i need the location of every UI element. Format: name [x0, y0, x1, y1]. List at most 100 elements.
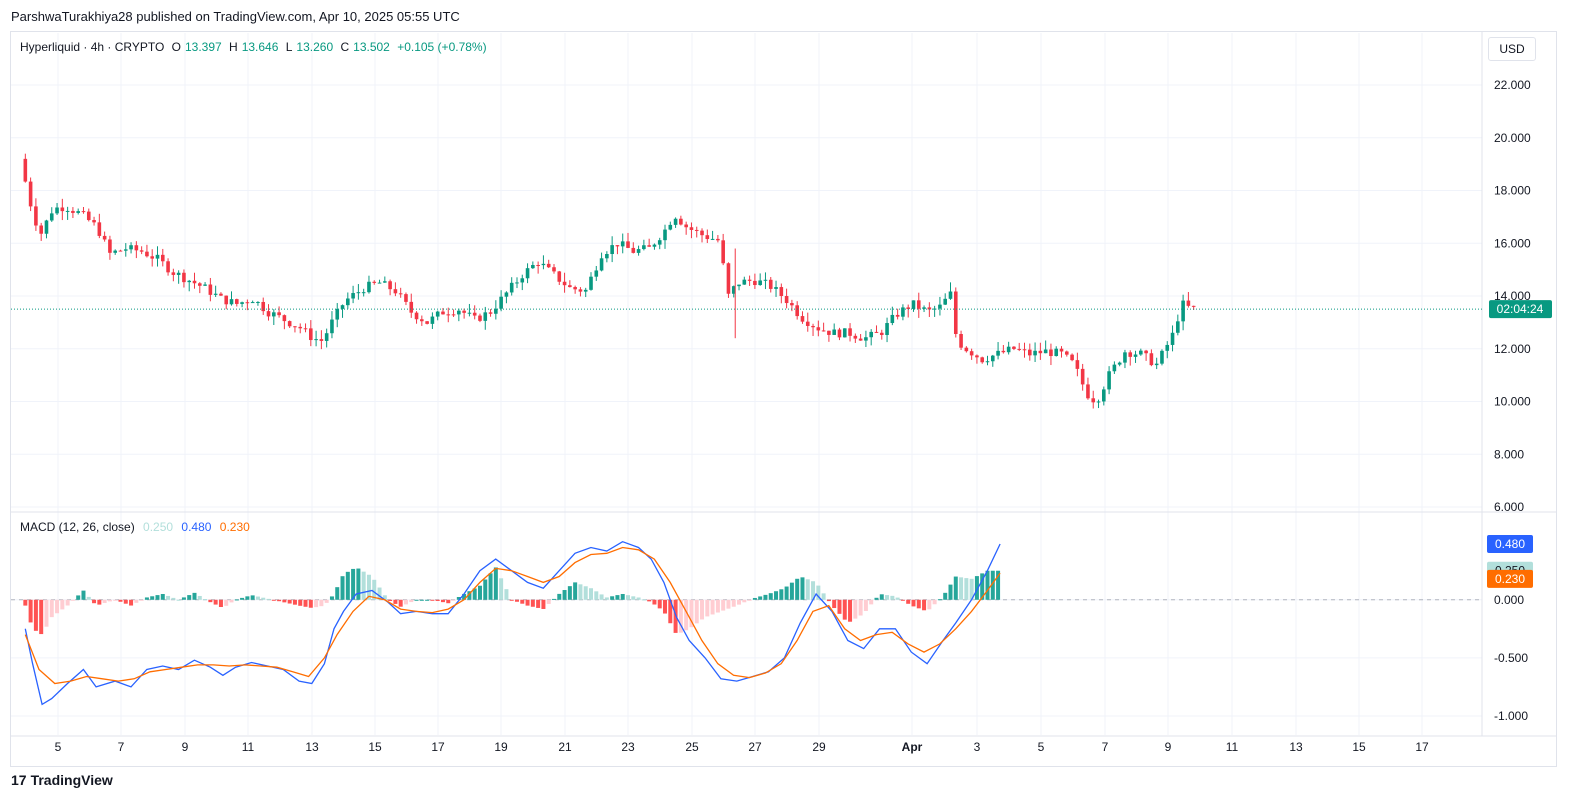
macd-histogram-bar — [335, 587, 340, 600]
candle-body — [467, 312, 472, 314]
candle-body — [515, 282, 519, 284]
chart-frame[interactable] — [10, 31, 1557, 767]
candle-body — [689, 227, 694, 230]
macd-histogram-bar — [92, 599, 97, 604]
candle-body — [626, 241, 630, 248]
macd-histogram-bar — [456, 597, 461, 600]
candle-body — [1022, 349, 1027, 351]
macd-histogram-bar — [245, 596, 250, 600]
candle-body — [1096, 401, 1101, 403]
macd-histogram-bar — [139, 599, 144, 601]
candle-body — [309, 328, 313, 341]
macd-histogram-bar — [858, 599, 863, 616]
macd-title[interactable]: MACD (12, 26, close) — [20, 520, 135, 534]
macd-histogram-bar — [504, 589, 509, 600]
candle-body — [853, 335, 858, 339]
candle-body — [864, 337, 868, 341]
macd-histogram-bar — [176, 599, 181, 601]
candle-body — [1070, 354, 1074, 361]
macd-histogram-bar — [409, 599, 414, 603]
candle-body — [245, 302, 250, 304]
macd-histogram-bar — [181, 597, 186, 600]
candle-body — [631, 247, 636, 253]
change-value: +0.105 (+0.78%) — [397, 40, 487, 54]
macd-histogram-bar — [916, 599, 921, 609]
candle-body — [393, 289, 398, 294]
macd-histogram-bar — [811, 581, 816, 600]
macd-histogram-bar — [879, 594, 884, 600]
candle-body — [964, 347, 969, 352]
candle-body — [768, 279, 773, 289]
candle-body — [541, 263, 546, 266]
candle-body — [192, 280, 197, 284]
candle-body — [472, 312, 477, 316]
macd-histogram-bar — [292, 599, 297, 605]
high-label: H — [229, 40, 238, 54]
macd-histogram-bar — [70, 599, 75, 601]
candle-body — [71, 210, 75, 213]
macd-histogram-bar — [488, 573, 493, 600]
macd-histogram-bar — [826, 599, 831, 602]
candle-body — [129, 245, 133, 250]
candle-body — [959, 334, 963, 348]
macd-histogram-bar — [536, 599, 541, 608]
candle-body — [657, 240, 662, 245]
macd-histogram-bar — [668, 599, 673, 624]
macd-histogram-bar — [388, 599, 393, 602]
macd-histogram-bar — [33, 599, 38, 631]
candle-body — [203, 284, 207, 286]
currency-button[interactable]: USD — [1488, 37, 1536, 61]
macd-histogram-bar — [483, 579, 488, 600]
candle-body — [938, 304, 942, 309]
candle-body — [869, 331, 873, 338]
candle-body — [277, 312, 281, 316]
candle-body — [1181, 300, 1185, 322]
time-tick-label: 27 — [748, 740, 762, 754]
macd-histogram-bar — [414, 599, 419, 601]
candle-body — [821, 330, 826, 332]
macd-histogram-bar — [737, 599, 742, 605]
candle-body — [81, 211, 86, 213]
macd-histogram-bar — [927, 599, 932, 610]
symbol-label[interactable]: Hyperliquid · 4h · CRYPTO — [20, 40, 165, 54]
signal-line — [24, 546, 1001, 685]
macd-histogram-bar — [869, 599, 874, 605]
price-tick-label: 22.000 — [1494, 78, 1531, 92]
candle-body — [171, 272, 176, 275]
macd-histogram-bar — [160, 594, 165, 600]
candle-body — [594, 270, 599, 277]
macd-histogram-bar — [345, 571, 350, 600]
candle-body — [1080, 368, 1085, 385]
candle-body — [425, 321, 429, 324]
candle-body — [1001, 350, 1006, 353]
time-tick-label: 17 — [431, 740, 445, 754]
candle-body — [1054, 348, 1059, 357]
candle-body — [805, 321, 810, 326]
candle-body — [901, 307, 905, 317]
candle-body — [367, 281, 371, 293]
macd-histogram-bar — [805, 579, 810, 600]
macd-histogram-bar — [610, 596, 615, 600]
candle-body — [599, 258, 604, 271]
candle-body — [546, 263, 551, 268]
macd-histogram-bar — [641, 599, 646, 601]
macd-histogram-bar — [234, 599, 239, 601]
candle-body — [509, 282, 514, 293]
time-tick-label: 15 — [368, 740, 382, 754]
candle-body — [943, 298, 948, 305]
candle-body — [361, 292, 366, 294]
macd-histogram-bar — [324, 599, 329, 603]
macd-histogram-bar — [23, 599, 28, 606]
time-tick-label: 25 — [685, 740, 699, 754]
macd-histogram-bar — [631, 596, 636, 600]
candle-body — [636, 249, 641, 253]
macd-histogram-bar — [959, 577, 964, 600]
macd-histogram-bar — [710, 599, 715, 615]
time-tick-label: 7 — [1102, 740, 1109, 754]
candle-body — [763, 279, 768, 281]
candle-body — [932, 308, 937, 310]
tradingview-footer[interactable]: 17 TradingView — [11, 772, 113, 788]
candle-body — [568, 285, 572, 288]
candle-body — [319, 339, 324, 341]
